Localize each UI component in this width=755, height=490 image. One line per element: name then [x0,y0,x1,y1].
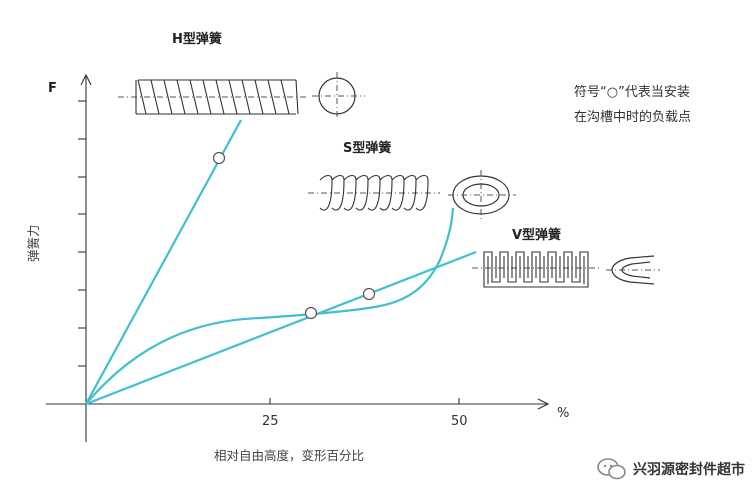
h-spring-cross-section [312,72,365,120]
curves [85,119,477,406]
h-spring-curve [85,119,242,405]
y-axis-title: 弹簧力 [26,224,41,262]
h-spring-illustration: H型弹簧 [118,31,365,120]
h-spring-label: H型弹簧 [172,31,222,47]
x-axis-ticks [269,398,460,404]
x-tick-label-50: 50 [451,414,468,429]
v-spring-coils [483,251,589,288]
x-axis-title: 相对自由高度，变形百分比 [214,448,364,463]
y-axis-ticks [78,100,86,367]
axes: F % 25 50 弹簧力 相对自由高度，变形百分比 [26,73,569,463]
v-spring-curve [85,250,477,406]
watermark: 兴羽源密封件超市 [597,458,745,480]
y-axis-letter: F [48,81,57,96]
v-spring-inner [487,256,585,284]
h-spring-coils [135,79,299,115]
y-axis-arrow [80,73,92,86]
x-tick-label-25: 25 [262,414,279,429]
wechat-icon [597,458,626,480]
v-spring-illustration: V型弹簧 [472,227,660,288]
s-spring-curve [85,207,455,405]
s-spring-label: S型弹簧 [343,140,391,156]
s-spring-illustration: S型弹簧 [308,140,516,221]
watermark-text: 兴羽源密封件超市 [633,462,745,478]
s-spring-coils [319,174,429,211]
v-load-point-marker [362,287,376,301]
v-spring-label: V型弹簧 [512,227,561,243]
v-spring-cross-section [606,255,660,285]
note-line-1: 符号“○”代表当安装 [574,84,690,100]
x-axis-unit: % [557,406,569,421]
s-spring-cross-section [448,170,516,221]
note-line-2: 在沟槽中时的负载点 [574,109,691,125]
h-load-point-marker [212,151,226,165]
legend-note: 符号“○”代表当安装 在沟槽中时的负载点 [574,84,691,125]
x-axis-arrow [537,398,550,410]
s-load-point-marker [304,306,318,320]
